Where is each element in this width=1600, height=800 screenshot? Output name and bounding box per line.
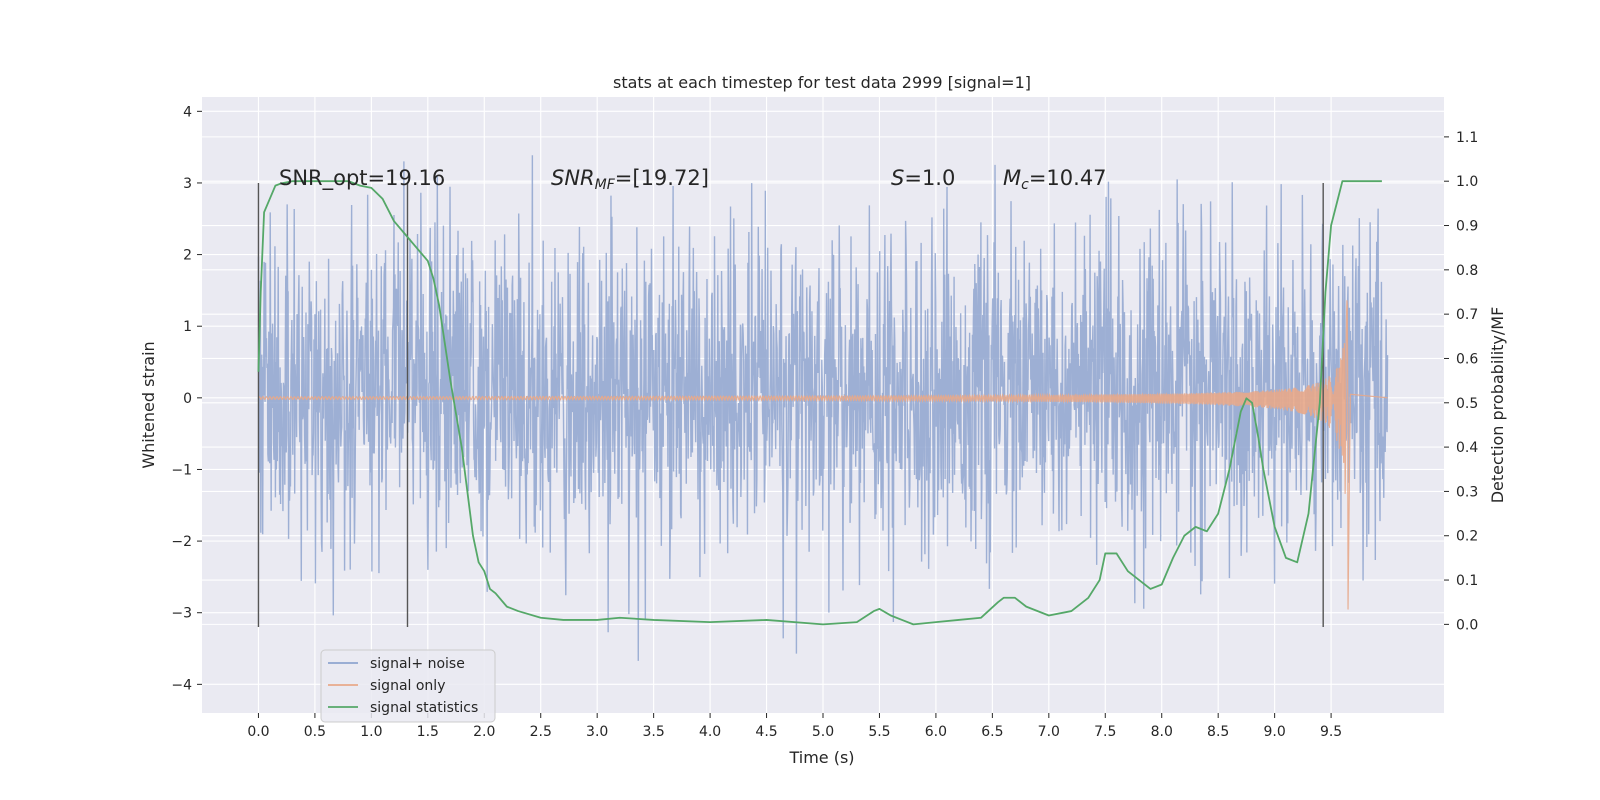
left-y-tick-label: −2 — [171, 534, 192, 550]
legend-label-statistics: signal statistics — [370, 700, 478, 716]
right-y-tick-label: 1.1 — [1456, 130, 1478, 146]
x-tick-label: 8.0 — [1151, 724, 1173, 740]
x-tick-label: 9.5 — [1320, 724, 1342, 740]
snr-mf-value: =[19.72] — [615, 166, 709, 190]
x-tick-label: 9.0 — [1264, 724, 1286, 740]
left-y-tick-label: 1 — [183, 319, 192, 335]
x-tick-label: 7.0 — [1038, 724, 1060, 740]
mc-value: =10.47 — [1029, 166, 1107, 190]
vertical-markers — [257, 182, 1324, 628]
right-y-tick-label: 0.6 — [1456, 351, 1478, 367]
x-tick-label: 0.5 — [304, 724, 326, 740]
x-tick-label: 6.5 — [981, 724, 1003, 740]
snr-mf-subscript: MF — [595, 177, 616, 193]
chart-title: stats at each timestep for test data 299… — [613, 73, 1031, 92]
x-tick-label: 1.0 — [360, 724, 382, 740]
x-axis-label: Time (s) — [788, 748, 854, 767]
mc-subscript: c — [1021, 177, 1029, 193]
left-y-tick-label: 2 — [183, 248, 192, 264]
right-y-tick-label: 0.8 — [1456, 263, 1478, 279]
x-tick-label: 5.0 — [812, 724, 834, 740]
x-tick-label: 4.0 — [699, 724, 721, 740]
x-tick-label: 5.5 — [868, 724, 890, 740]
x-tick-label: 7.5 — [1094, 724, 1116, 740]
right-y-tick-label: 0.2 — [1456, 529, 1478, 545]
x-tick-label: 2.0 — [473, 724, 495, 740]
right-y-axis-label: Detection probability/MF — [1488, 307, 1507, 504]
s-name: S — [891, 166, 904, 190]
x-axis-ticks: 0.0 0.5 1.0 1.5 2.0 2.5 3.0 3.5 4.0 4.5 5.0 5.5 6.0 6… — [247, 713, 1342, 740]
series-signal-statistics — [257, 180, 1382, 626]
legend-label-noise: signal+ noise — [370, 656, 465, 672]
x-tick-label: 4.5 — [755, 724, 777, 740]
left-y-tick-label: 0 — [183, 391, 192, 407]
right-y-tick-label: 0.5 — [1456, 396, 1478, 412]
right-y-tick-label: 0.3 — [1456, 484, 1478, 500]
snr-opt-annotation: SNR_opt=19.16 — [279, 166, 445, 191]
x-tick-label: 2.5 — [530, 724, 552, 740]
mc-annotation: Mc=10.47 — [1003, 166, 1107, 193]
x-tick-label: 1.5 — [417, 724, 439, 740]
x-tick-label: 0.0 — [247, 724, 269, 740]
x-tick-label: 3.0 — [586, 724, 608, 740]
right-y-tick-label: 0.7 — [1456, 307, 1478, 323]
left-y-tick-label: −3 — [171, 606, 192, 622]
s-annotation: S=1.0 — [891, 166, 955, 190]
x-tick-label: 3.5 — [643, 724, 665, 740]
legend-box — [320, 649, 496, 723]
x-tick-label: 8.5 — [1207, 724, 1229, 740]
snr-mf-annotation: SNRMF=[19.72] — [551, 166, 709, 193]
legend-label-signal: signal only — [370, 678, 445, 694]
right-y-axis-ticks: 0.0 0.1 0.2 0.3 0.4 0.5 0.6 0.7 0.8 0.9 1.0 1.1 — [1444, 130, 1478, 633]
right-y-tick-label: 0.4 — [1456, 440, 1478, 456]
right-y-tick-label: 0.9 — [1456, 219, 1478, 235]
left-y-axis-ticks: −4 −3 −2 −1 0 1 2 3 4 — [171, 104, 202, 693]
signal-statistics-layer — [257, 180, 1382, 626]
left-y-axis-label: Whitened strain — [139, 341, 158, 468]
series-signal-only — [257, 300, 1388, 610]
left-y-tick-label: −4 — [171, 677, 192, 693]
x-tick-label: 6.0 — [925, 724, 947, 740]
right-y-tick-label: 0.0 — [1456, 617, 1478, 633]
left-y-tick-label: −1 — [171, 462, 192, 478]
right-y-tick-label: 0.1 — [1456, 573, 1478, 589]
left-y-tick-label: 3 — [183, 176, 192, 192]
legend: signal+ noise signal only signal statist… — [320, 649, 496, 723]
right-y-tick-label: 1.0 — [1456, 174, 1478, 190]
s-value: =1.0 — [904, 166, 955, 190]
snr-mf-name: SNR — [551, 166, 595, 190]
annotations: SNR_opt=19.16 SNRMF=[19.72] S=1.0 Mc=10.… — [279, 166, 1107, 193]
mc-name: M — [1003, 166, 1021, 190]
left-y-tick-label: 4 — [183, 104, 192, 120]
